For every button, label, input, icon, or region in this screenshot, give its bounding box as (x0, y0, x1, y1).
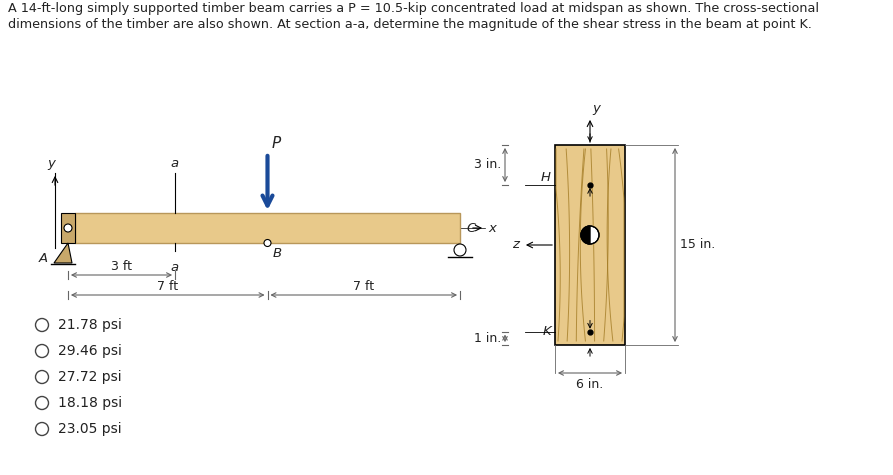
Text: A: A (39, 253, 48, 266)
Text: 29.46 psi: 29.46 psi (58, 344, 121, 358)
Text: 18.18 psi: 18.18 psi (58, 396, 122, 410)
Text: 3 in.: 3 in. (474, 159, 501, 171)
Text: dimensions of the timber are also shown. At section a-a, determine the magnitude: dimensions of the timber are also shown.… (8, 18, 812, 31)
Circle shape (36, 344, 48, 358)
Text: 7 ft: 7 ft (157, 280, 179, 293)
Text: y: y (592, 102, 600, 115)
Text: a: a (171, 261, 179, 274)
Circle shape (454, 244, 466, 256)
Text: y: y (47, 157, 55, 170)
Bar (75, 213, 460, 243)
Text: C: C (466, 221, 475, 235)
Bar (555, 145, 625, 345)
Circle shape (64, 224, 72, 232)
Text: 7 ft: 7 ft (354, 280, 374, 293)
Text: 1 in.: 1 in. (474, 332, 501, 345)
Text: H: H (541, 171, 551, 184)
Text: P: P (271, 136, 280, 151)
Text: 23.05 psi: 23.05 psi (58, 422, 121, 436)
Text: 6 in.: 6 in. (576, 378, 604, 391)
Text: 21.78 psi: 21.78 psi (58, 318, 121, 332)
Text: 3 ft: 3 ft (111, 260, 132, 273)
Circle shape (36, 370, 48, 383)
Text: 27.72 psi: 27.72 psi (58, 370, 121, 384)
Circle shape (36, 397, 48, 409)
Text: A 14-ft-long simply supported timber beam carries a P = 10.5-kip concentrated lo: A 14-ft-long simply supported timber bea… (8, 2, 819, 15)
Bar (61, 213, 75, 243)
Text: z: z (512, 238, 519, 251)
Text: B: B (272, 247, 281, 260)
Circle shape (581, 226, 599, 244)
Text: a: a (171, 157, 179, 170)
Polygon shape (581, 226, 590, 244)
Circle shape (36, 319, 48, 332)
Text: 15 in.: 15 in. (680, 238, 715, 251)
Circle shape (264, 239, 271, 247)
Polygon shape (54, 243, 72, 263)
Text: x: x (488, 221, 496, 235)
Text: K: K (542, 325, 551, 338)
Circle shape (36, 422, 48, 436)
